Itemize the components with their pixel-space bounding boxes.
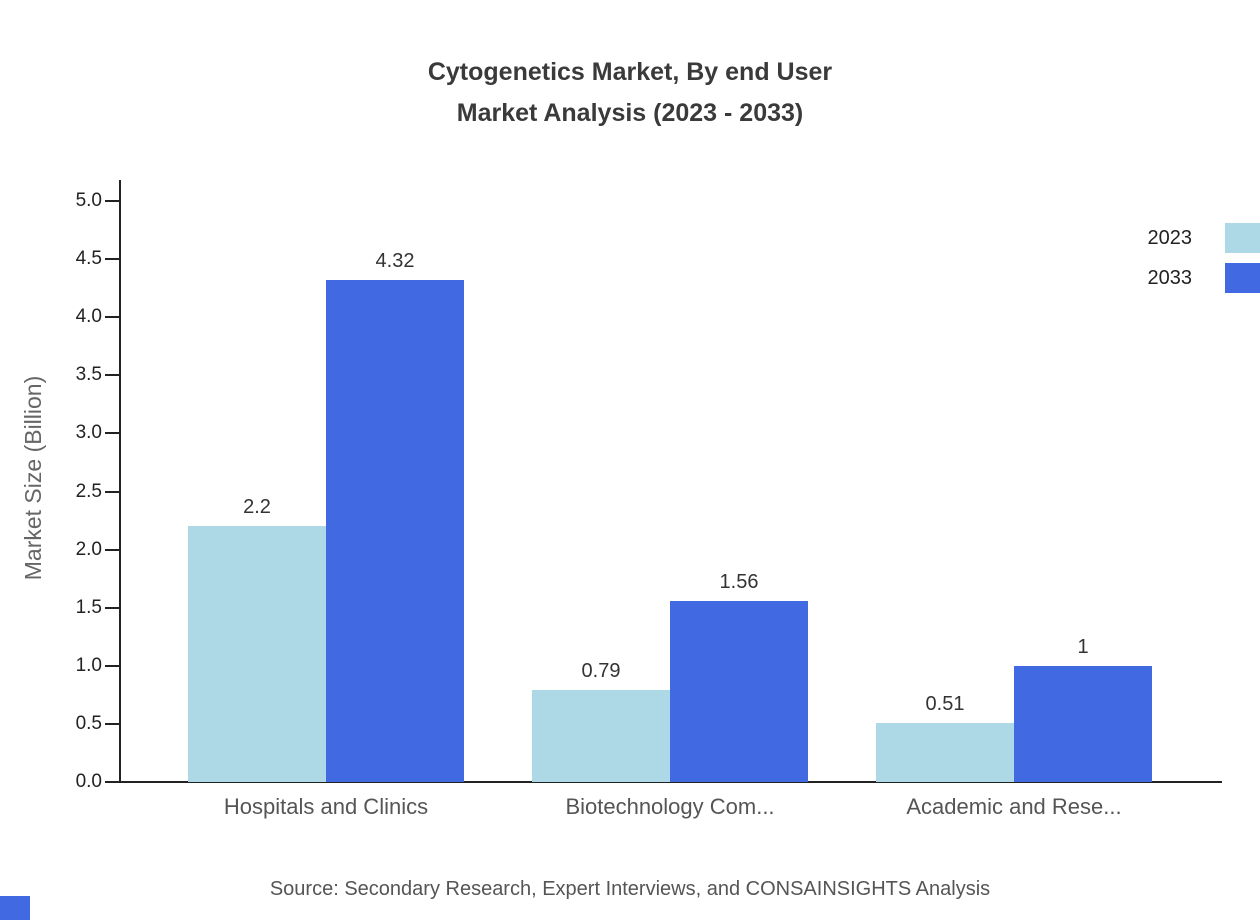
y-tick-mark bbox=[105, 432, 120, 435]
bar-2023-group3 bbox=[876, 722, 1014, 782]
legend-swatch-2023 bbox=[1225, 223, 1260, 253]
source-text: Source: Secondary Research, Expert Inter… bbox=[269, 878, 991, 900]
y-tick-mark bbox=[105, 258, 120, 261]
x-category-label: Academic and Rese... bbox=[906, 794, 1122, 819]
y-tick-mark bbox=[105, 548, 120, 551]
x-axis-line bbox=[107, 781, 1222, 783]
chart-title-line2: Market Analysis (2023 - 2033) bbox=[456, 99, 804, 127]
bar-value-label: 1.56 bbox=[719, 570, 759, 593]
y-tick-mark bbox=[105, 606, 120, 609]
legend-label-2033: 2033 bbox=[1147, 266, 1193, 289]
legend-swatch-2033 bbox=[1225, 263, 1260, 293]
chart-title-line1: Cytogenetics Market, By end User bbox=[427, 58, 833, 86]
y-tick-label: 4.0 bbox=[75, 306, 102, 328]
bar-value-label: 2.2 bbox=[243, 496, 271, 519]
bar-2023-group1 bbox=[188, 526, 326, 782]
y-tick-label: 0.5 bbox=[75, 712, 102, 734]
y-tick-mark bbox=[105, 664, 120, 667]
y-tick-label: 0.0 bbox=[75, 771, 102, 792]
bar-2033-group1 bbox=[326, 280, 464, 782]
y-tick-mark bbox=[105, 200, 120, 202]
y-tick-label: 3.0 bbox=[75, 422, 102, 444]
corner-accent-mark bbox=[0, 896, 30, 920]
y-tick-label: 1.5 bbox=[75, 596, 102, 618]
legend: 2023 2033 bbox=[1148, 218, 1260, 298]
bar-value-label: 0.79 bbox=[581, 660, 621, 683]
y-tick-mark bbox=[105, 781, 120, 783]
x-category-label: Biotechnology Com... bbox=[565, 794, 775, 819]
bar-value-label: 0.51 bbox=[925, 692, 965, 715]
y-tick-label: 3.5 bbox=[75, 364, 102, 386]
y-axis-line bbox=[119, 180, 121, 783]
bar-2023-group2 bbox=[532, 690, 670, 782]
y-tick-label: 5.0 bbox=[75, 190, 102, 211]
bar-2033-group3 bbox=[1014, 665, 1152, 782]
legend-label-2023: 2023 bbox=[1147, 226, 1193, 249]
y-tick-label: 4.5 bbox=[75, 248, 102, 270]
legend-item-2033: 2033 bbox=[1148, 258, 1260, 298]
y-tick-mark bbox=[105, 316, 120, 319]
y-tick-mark bbox=[105, 374, 120, 377]
x-category-label: Hospitals and Clinics bbox=[223, 794, 429, 819]
bar-2033-group2 bbox=[670, 600, 808, 782]
chart-title: Cytogenetics Market, By end User Market … bbox=[0, 52, 1260, 134]
legend-item-2023: 2023 bbox=[1148, 218, 1260, 258]
y-tick-label: 2.0 bbox=[75, 538, 102, 560]
y-tick-label: 1.0 bbox=[75, 654, 102, 676]
y-tick-label: 2.5 bbox=[75, 480, 102, 502]
y-tick-mark bbox=[105, 722, 120, 725]
bar-value-label: 4.32 bbox=[375, 250, 415, 273]
bar-value-label: 1 bbox=[1077, 635, 1089, 658]
y-tick-mark bbox=[105, 490, 120, 493]
